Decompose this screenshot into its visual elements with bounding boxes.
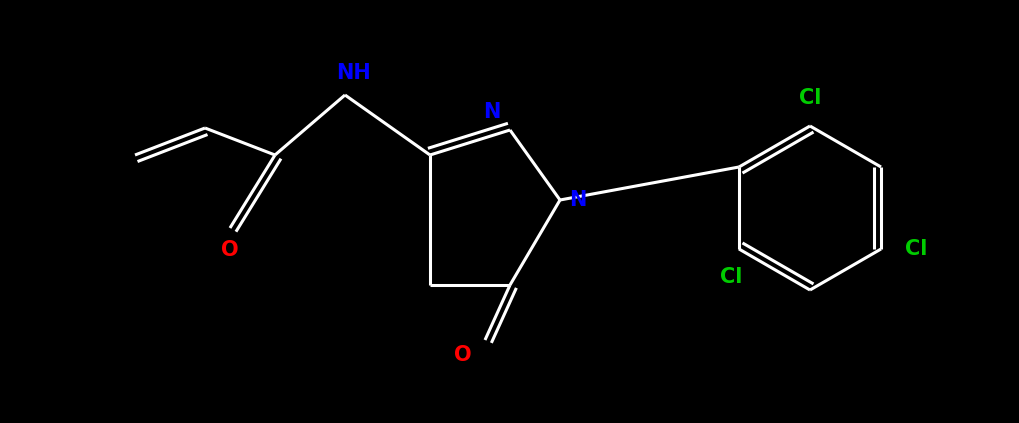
Text: Cl: Cl [904, 239, 926, 259]
Text: O: O [453, 345, 472, 365]
Text: O: O [221, 240, 238, 260]
Text: Cl: Cl [719, 267, 742, 287]
Text: N: N [569, 190, 586, 210]
Text: NH: NH [335, 63, 370, 83]
Text: Cl: Cl [798, 88, 820, 108]
Text: N: N [483, 102, 500, 122]
